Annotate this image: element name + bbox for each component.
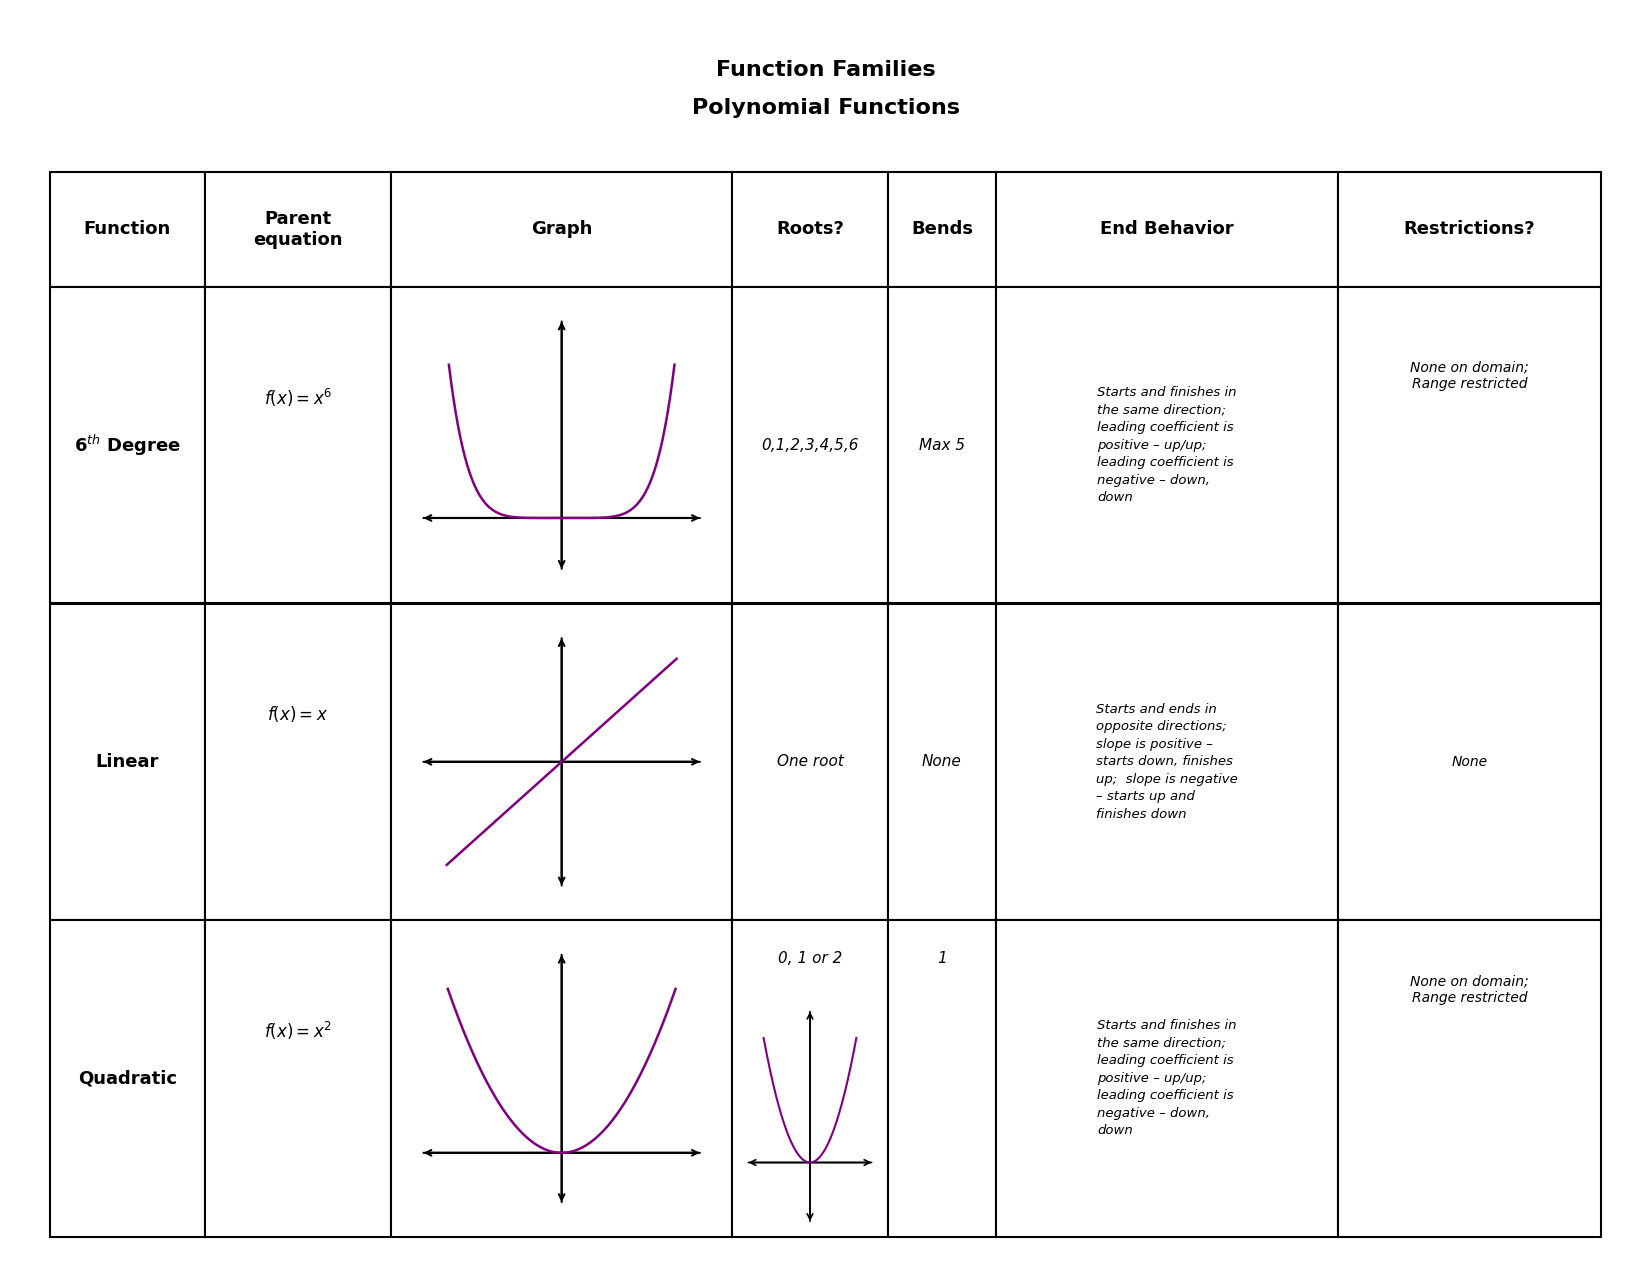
Bar — [733, 603, 888, 921]
Text: $f(x) = x^2$: $f(x) = x^2$ — [264, 1020, 332, 1042]
Text: Linear: Linear — [96, 752, 158, 771]
Bar — [996, 921, 1337, 1237]
Bar — [996, 172, 1337, 287]
Text: None on domain;
Range restricted: None on domain; Range restricted — [1410, 974, 1529, 1005]
Text: Parent
equation: Parent equation — [253, 210, 343, 249]
Bar — [1337, 287, 1601, 603]
Bar — [205, 172, 391, 287]
Text: None on domain;
Range restricted: None on domain; Range restricted — [1410, 361, 1529, 390]
Bar — [205, 921, 391, 1237]
Bar — [996, 287, 1337, 603]
Bar — [391, 172, 733, 287]
Bar — [1337, 921, 1601, 1237]
Text: Restrictions?: Restrictions? — [1403, 221, 1535, 238]
Text: Graph: Graph — [532, 221, 593, 238]
Text: Function Families: Function Families — [715, 60, 936, 80]
Bar — [50, 172, 205, 287]
Text: Starts and ends in
opposite directions;
slope is positive –
starts down, finishe: Starts and ends in opposite directions; … — [1096, 703, 1238, 821]
Text: End Behavior: End Behavior — [1100, 221, 1233, 238]
Bar — [733, 287, 888, 603]
Text: Starts and finishes in
the same direction;
leading coefficient is
positive – up/: Starts and finishes in the same directio… — [1098, 1020, 1237, 1137]
Bar — [888, 172, 996, 287]
Text: 0, 1 or 2: 0, 1 or 2 — [778, 951, 842, 965]
Bar — [888, 287, 996, 603]
Bar — [50, 287, 205, 603]
Text: 0,1,2,3,4,5,6: 0,1,2,3,4,5,6 — [761, 437, 859, 453]
Text: 1: 1 — [938, 951, 946, 965]
Text: Function: Function — [84, 221, 170, 238]
Bar — [733, 921, 888, 1237]
Bar — [1337, 603, 1601, 921]
Bar — [50, 921, 205, 1237]
Bar — [205, 603, 391, 921]
Text: 6$^{th}$ Degree: 6$^{th}$ Degree — [74, 432, 180, 458]
Text: Quadratic: Quadratic — [78, 1070, 177, 1088]
Text: Roots?: Roots? — [776, 221, 844, 238]
Bar — [888, 921, 996, 1237]
Text: None: None — [921, 755, 963, 769]
Text: Polynomial Functions: Polynomial Functions — [692, 98, 959, 119]
Text: None: None — [1451, 755, 1488, 769]
Bar — [205, 287, 391, 603]
Bar — [1337, 172, 1601, 287]
Text: One root: One root — [776, 755, 844, 769]
Text: Bends: Bends — [911, 221, 972, 238]
Bar — [50, 603, 205, 921]
Bar — [888, 603, 996, 921]
Text: Max 5: Max 5 — [920, 437, 964, 453]
Bar — [733, 172, 888, 287]
Bar — [391, 287, 733, 603]
Text: Starts and finishes in
the same direction;
leading coefficient is
positive – up/: Starts and finishes in the same directio… — [1098, 386, 1237, 504]
Bar — [391, 921, 733, 1237]
Bar — [391, 603, 733, 921]
Text: $f(x) = x$: $f(x) = x$ — [267, 704, 329, 724]
Bar — [996, 603, 1337, 921]
Text: $f(x) = x^6$: $f(x) = x^6$ — [264, 386, 332, 409]
